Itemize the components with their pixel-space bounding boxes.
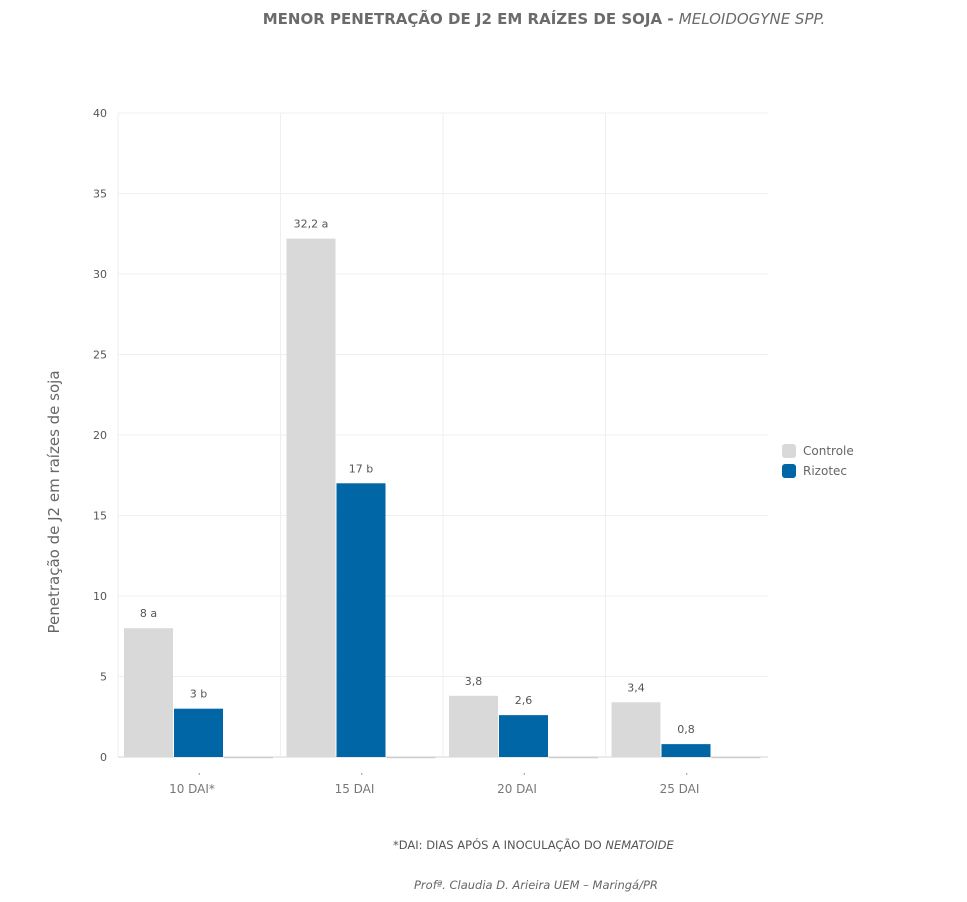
credit: Profª. Claudia D. Arieira UEM – Maringá/… (414, 878, 658, 892)
x-category-label: 20 DAI (497, 782, 537, 796)
data-label: 2,6 (515, 694, 533, 707)
legend-item-controle[interactable]: Controle (782, 441, 854, 461)
legend: Controle Rizotec (782, 441, 854, 481)
x-category-label: 25 DAI (660, 782, 700, 796)
y-tick-label: 5 (100, 671, 107, 684)
legend-swatch (782, 444, 796, 458)
data-label: 0,8 (677, 723, 695, 736)
bar-rizotec-2 (336, 483, 386, 757)
bar-rizotec-1 (174, 708, 223, 757)
legend-item-rizotec[interactable]: Rizotec (782, 461, 854, 481)
footnote-text: *DAI: DIAS APÓS A INOCULAÇÃO DO (393, 838, 606, 852)
data-label: 8 a (140, 607, 157, 620)
chart-title-main: MENOR PENETRAÇÃO DE J2 EM RAÍZES DE SOJA… (262, 10, 679, 28)
bar-controle-4 (611, 702, 661, 757)
legend-label: Controle (803, 444, 854, 458)
bar-rizotec-3 (499, 715, 548, 757)
data-label: 3 b (190, 688, 207, 701)
y-tick-label: 35 (93, 188, 107, 201)
data-label: 32,2 a (294, 218, 329, 231)
bar-controle-1 (124, 628, 173, 757)
y-tick-label: 20 (93, 429, 107, 442)
chart-title-italic: MELOIDOGYNE SPP. (678, 10, 826, 28)
data-label: 3,4 (627, 681, 645, 694)
footnote-italic: NEMATOIDE (605, 838, 674, 852)
bar-controle-2 (286, 238, 336, 757)
x-category-label: 10 DAI* (169, 782, 215, 796)
y-tick-label: 40 (93, 107, 107, 120)
bar-controle-3 (449, 695, 498, 757)
data-label: 3,8 (465, 675, 483, 688)
data-label: 17 b (349, 462, 373, 475)
bar-rizotec-4 (661, 744, 711, 757)
legend-label: Rizotec (803, 464, 847, 478)
y-tick-label: 25 (93, 349, 107, 362)
y-tick-label: 15 (93, 510, 107, 523)
x-category-label: 15 DAI (335, 782, 375, 796)
y-axis-title: Penetração de J2 em raízes de soja (45, 370, 63, 633)
footnote: *DAI: DIAS APÓS A INOCULAÇÃO DO NEMATOID… (393, 838, 674, 852)
y-tick-label: 30 (93, 268, 107, 281)
chart-title: MENOR PENETRAÇÃO DE J2 EM RAÍZES DE SOJA… (0, 10, 967, 28)
y-tick-label: 0 (100, 751, 107, 764)
legend-swatch (782, 464, 796, 478)
y-tick-label: 10 (93, 590, 107, 603)
